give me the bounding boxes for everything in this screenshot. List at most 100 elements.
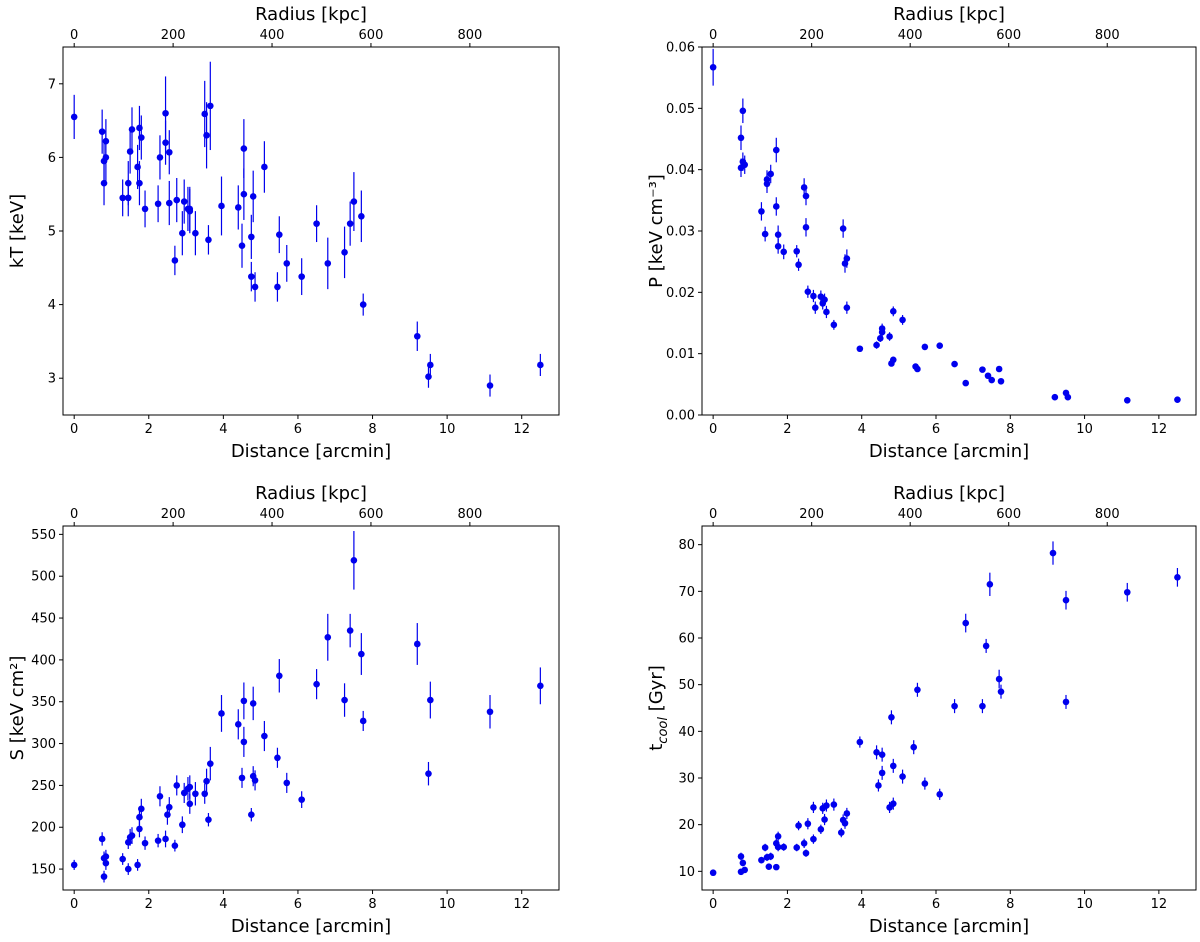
- data-point: [739, 859, 747, 867]
- data-point: [811, 304, 819, 311]
- data-point: [359, 717, 367, 725]
- data-point: [793, 247, 801, 255]
- data-point: [180, 198, 188, 205]
- y-tick-label: 80: [678, 538, 695, 553]
- data-point: [240, 738, 248, 746]
- y-axis-title: tcool [Gyr]: [646, 665, 671, 751]
- x-tick-label: 0: [709, 422, 717, 437]
- y-tick-label: 250: [31, 779, 56, 794]
- data-point: [425, 770, 432, 777]
- x-tick-label: 2: [783, 897, 791, 912]
- data-point: [810, 835, 817, 843]
- top-x-axis-title: Radius [kpc]: [893, 4, 1005, 25]
- y-tick-label: 200: [31, 821, 56, 836]
- data-point: [821, 816, 828, 823]
- data-point: [136, 179, 143, 187]
- data-point: [810, 292, 817, 300]
- data-point: [741, 866, 749, 874]
- data-point: [997, 688, 1005, 695]
- plot-frame: [701, 525, 1197, 891]
- y-tick-label: 0.04: [666, 163, 695, 178]
- data-point: [800, 840, 808, 847]
- data-point: [899, 773, 906, 780]
- data-point: [979, 702, 986, 710]
- x-tick-label: 2: [145, 897, 153, 912]
- plot-frame: [62, 46, 560, 416]
- top-x-tick-label: 0: [70, 28, 78, 43]
- data-point: [1174, 396, 1181, 403]
- data-point: [358, 212, 365, 220]
- data-point: [207, 760, 214, 767]
- data-point: [878, 751, 886, 758]
- data-point: [162, 109, 169, 117]
- data-point: [165, 199, 173, 207]
- plot-frame: [701, 46, 1197, 416]
- data-point: [173, 782, 181, 789]
- top-x-tick-label: 200: [799, 507, 824, 522]
- data-point: [251, 283, 259, 291]
- data-point: [350, 198, 358, 205]
- y-tick-label: 300: [31, 737, 56, 752]
- data-point: [741, 161, 749, 169]
- data-point: [124, 865, 132, 873]
- data-point: [313, 220, 320, 227]
- data-point: [298, 273, 305, 280]
- data-point: [248, 273, 255, 280]
- data-point: [914, 365, 921, 373]
- data-point: [173, 196, 181, 204]
- data-point: [772, 146, 780, 154]
- data-point: [218, 202, 225, 210]
- data-point: [763, 176, 771, 183]
- data-point: [128, 126, 136, 133]
- y-tick-label: 40: [678, 725, 695, 740]
- data-point: [134, 861, 141, 869]
- y-tick-label: 60: [678, 632, 695, 647]
- data-point: [427, 361, 434, 369]
- data-point: [298, 796, 305, 803]
- top-x-tick-label: 800: [457, 28, 482, 43]
- data-point: [1123, 588, 1131, 596]
- top-x-tick-label: 800: [1095, 28, 1120, 43]
- data-point: [240, 697, 248, 705]
- y-axis-title: kT [keV]: [7, 194, 28, 268]
- data-point: [921, 343, 929, 351]
- y-tick-label: 0.05: [666, 102, 695, 117]
- top-x-tick-label: 200: [161, 28, 186, 43]
- top-x-tick-label: 600: [996, 28, 1021, 43]
- data-point: [889, 356, 897, 364]
- data-point: [995, 365, 1003, 373]
- data-point: [124, 194, 132, 202]
- x-tick-label: 0: [70, 422, 78, 437]
- data-point: [324, 260, 332, 267]
- data-point: [186, 800, 194, 808]
- y-tick-label: 0.06: [666, 41, 695, 56]
- data-point: [119, 194, 126, 202]
- data-point: [359, 301, 367, 308]
- data-point: [1062, 596, 1070, 604]
- data-point: [936, 791, 944, 798]
- data-point: [984, 372, 992, 380]
- data-point: [119, 855, 126, 863]
- x-tick-label: 4: [219, 897, 227, 912]
- data-point: [249, 700, 257, 707]
- y-tick-label: 70: [678, 585, 695, 600]
- x-tick-label: 12: [1151, 422, 1168, 437]
- x-tick-label: 4: [219, 422, 227, 437]
- data-point: [709, 869, 717, 877]
- data-point: [774, 231, 782, 238]
- data-point: [261, 732, 268, 740]
- data-point: [1064, 393, 1072, 401]
- data-point: [758, 208, 765, 215]
- data-point: [936, 342, 944, 349]
- x-tick-label: 10: [1076, 422, 1093, 437]
- data-point: [962, 379, 970, 387]
- top-x-tick-label: 600: [359, 507, 384, 522]
- data-point: [154, 837, 162, 844]
- x-tick-label: 12: [513, 897, 530, 912]
- data-point: [313, 680, 320, 688]
- data-point: [261, 163, 268, 171]
- data-point: [102, 154, 110, 161]
- data-point: [70, 113, 78, 121]
- data-point: [234, 204, 242, 211]
